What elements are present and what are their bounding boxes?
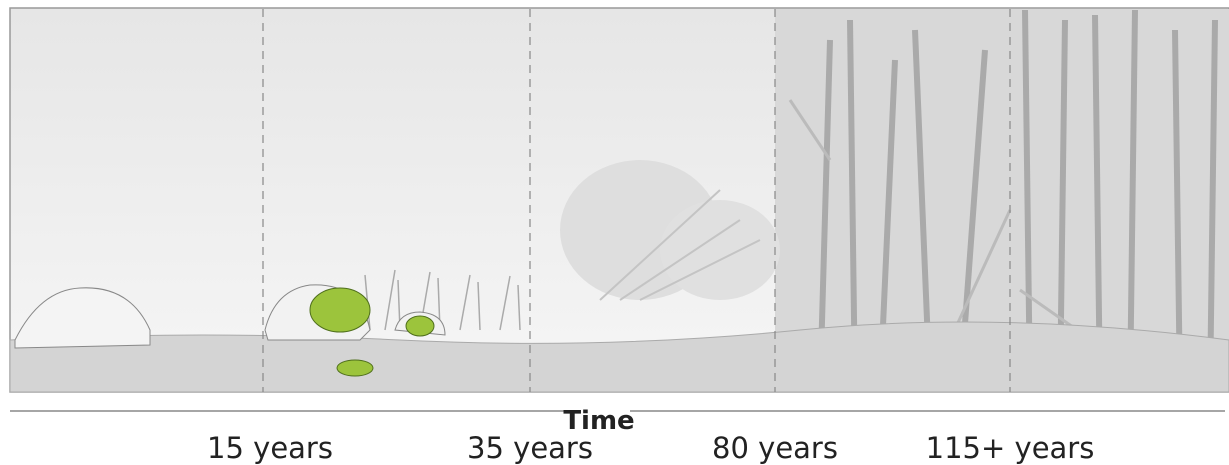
succession-diagram: Time 15 years 35 years 80 years 115+ yea… [0, 0, 1229, 465]
illustration [10, 8, 1229, 392]
stage-label: 115+ years [926, 431, 1095, 465]
stage-label: 15 years [207, 431, 333, 465]
page: Time 15 years 35 years 80 years 115+ yea… [0, 0, 1229, 465]
stage-label: 35 years [467, 431, 593, 465]
stage-label: 80 years [712, 431, 838, 465]
